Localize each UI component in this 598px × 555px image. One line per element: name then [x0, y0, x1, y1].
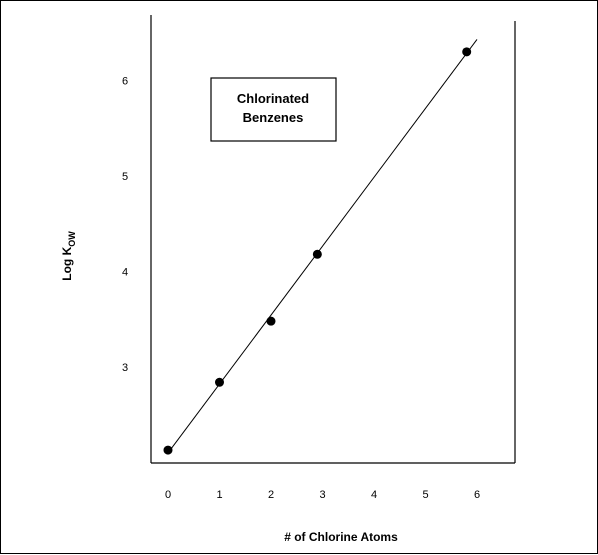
data-point-2	[215, 377, 224, 387]
data-point-5	[462, 47, 472, 57]
y-axis-title-main: Log K	[60, 246, 74, 280]
y-axis-title: Log KOW	[60, 231, 77, 281]
y-tick-label-6: 6	[122, 76, 128, 88]
x-tick-label-0: 0	[165, 489, 171, 501]
data-points	[163, 47, 472, 455]
y-tick-labels: 3 4 5 6	[122, 76, 128, 375]
x-tick-label-4: 4	[371, 489, 377, 501]
x-tick-label-2: 2	[268, 489, 274, 501]
x-axis-title: # of Chlorine Atoms	[284, 530, 398, 544]
x-tick-label-5: 5	[422, 489, 428, 501]
data-point-4	[312, 249, 322, 259]
x-tick-label-1: 1	[216, 489, 222, 501]
y-axis-title-subscript: OW	[67, 231, 77, 247]
y-tick-label-4: 4	[122, 267, 128, 279]
x-tick-label-3: 3	[319, 489, 325, 501]
x-tick-label-6: 6	[474, 489, 480, 501]
y-tick-label-3: 3	[122, 362, 128, 374]
y-tick-label-5: 5	[122, 171, 128, 183]
annotation-line-2: Benzenes	[243, 110, 304, 125]
data-point-3	[266, 316, 276, 326]
data-point-1	[163, 445, 173, 455]
x-tick-labels: 0 1 2 3 4 5 6	[165, 489, 480, 501]
annotation-line-1: Chlorinated	[237, 91, 309, 106]
annotation-box: Chlorinated Benzenes	[210, 77, 337, 142]
